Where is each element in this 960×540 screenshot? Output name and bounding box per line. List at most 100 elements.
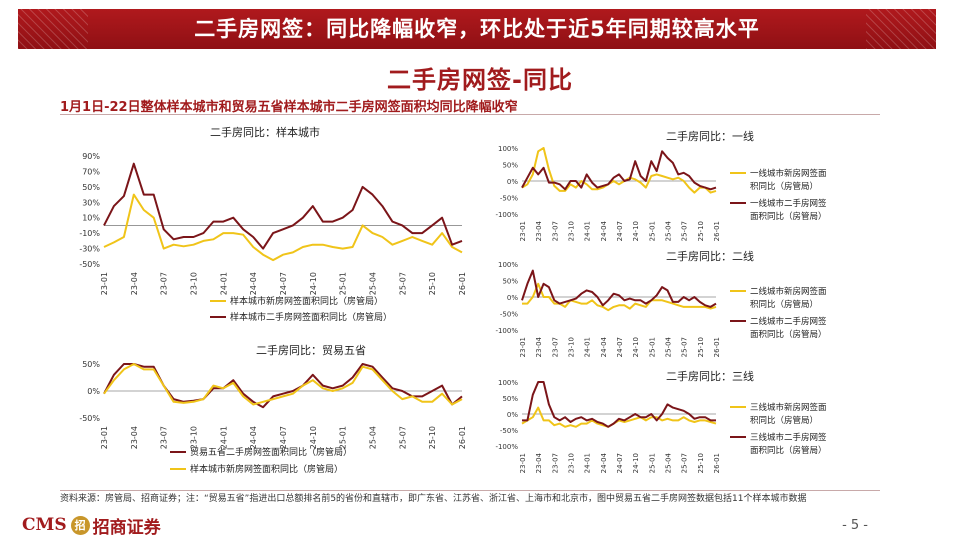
y-tick-label: 30% bbox=[82, 198, 100, 207]
legend-label-line: 面积同比（房管局） bbox=[750, 329, 827, 340]
x-tick-label: 23-01 bbox=[519, 337, 527, 357]
x-tick-label: 23-10 bbox=[568, 221, 576, 241]
logo-badge-icon: 招 bbox=[70, 515, 90, 535]
x-tick-label: 24-07 bbox=[279, 272, 288, 295]
x-tick-label: 25-04 bbox=[665, 336, 673, 357]
x-tick-label: 23-07 bbox=[551, 453, 559, 473]
x-tick-label: 23-01 bbox=[519, 221, 527, 241]
footer-divider bbox=[60, 490, 880, 491]
title-banner: 二手房网签：同比降幅收窄，环比处于近5年同期较高水平 bbox=[18, 9, 936, 49]
x-tick-label: 24-07 bbox=[616, 337, 624, 357]
series-line-second bbox=[522, 381, 716, 428]
series-line-first bbox=[521, 147, 717, 194]
logo-latin: CMS bbox=[22, 515, 67, 535]
y-tick-label: 50% bbox=[82, 183, 100, 192]
chart-tier1: 二手房同比：一线 -100% -50% 0% 50% 100% 23-01 23-04 23-0… bbox=[495, 129, 827, 241]
y-tick-label: 50% bbox=[502, 278, 518, 286]
series-line-second bbox=[103, 162, 463, 250]
legend-label-line: 积同比（房管局） bbox=[750, 415, 818, 426]
series-line-first bbox=[522, 282, 717, 312]
chart-title: 二手房同比：贸易五省 bbox=[256, 343, 366, 357]
x-tick-label: 24-10 bbox=[309, 272, 318, 295]
y-tick-label: -50% bbox=[500, 311, 518, 319]
series-line-first bbox=[521, 406, 717, 428]
x-tick-label: 23-10 bbox=[190, 272, 199, 295]
x-tick-label: 23-04 bbox=[535, 452, 543, 473]
legend-label-line: 积同比（房管局） bbox=[750, 181, 818, 192]
x-tick-label: 25-01 bbox=[648, 337, 656, 357]
y-tick-label: 0% bbox=[87, 387, 100, 396]
legend-label: 一线城市新房网签面积同比（房管局） bbox=[750, 168, 827, 192]
x-tick-label: 25-04 bbox=[369, 426, 378, 449]
x-tick-label: 25-10 bbox=[697, 221, 705, 241]
x-tick-label: 25-07 bbox=[398, 426, 407, 449]
x-tick-label: 25-01 bbox=[339, 426, 348, 449]
chart-title: 二手房同比：一线 bbox=[666, 129, 754, 143]
x-tick-label: 24-10 bbox=[632, 221, 640, 241]
y-tick-label: -100% bbox=[495, 327, 518, 335]
x-tick-label: 25-10 bbox=[697, 453, 705, 473]
x-tick-label: 25-10 bbox=[428, 426, 437, 449]
series-line-first bbox=[103, 193, 463, 262]
x-tick-label: 25-01 bbox=[648, 221, 656, 241]
x-tick-label: 23-10 bbox=[190, 426, 199, 449]
y-tick-label: 50% bbox=[502, 395, 518, 403]
x-tick-label: 23-04 bbox=[130, 272, 139, 295]
x-tick-label: 23-04 bbox=[130, 426, 139, 449]
x-tick-label: 24-01 bbox=[219, 272, 228, 295]
banner-title: 二手房网签：同比降幅收窄，环比处于近5年同期较高水平 bbox=[194, 17, 760, 41]
x-tick-label: 24-10 bbox=[632, 337, 640, 357]
legend-label: 三线城市二手房网签面积同比（房管局） bbox=[750, 432, 827, 456]
logo-name: 招商证券 bbox=[92, 517, 161, 538]
x-tick-label: 24-07 bbox=[616, 453, 624, 473]
x-tick-label: 24-10 bbox=[632, 453, 640, 473]
x-tick-label: 23-04 bbox=[535, 336, 543, 357]
y-tick-label: -50% bbox=[500, 195, 518, 203]
legend-label: 三线城市新房网签面积同比（房管局） bbox=[750, 402, 827, 426]
legend-label-line: 积同比（房管局） bbox=[750, 299, 818, 310]
legend-label-line: 二线城市二手房网签 bbox=[750, 316, 827, 327]
x-tick-label: 25-07 bbox=[398, 272, 407, 295]
series-line-second bbox=[521, 150, 717, 191]
x-tick-label: 24-04 bbox=[600, 336, 608, 357]
x-tick-label: 25-10 bbox=[697, 337, 705, 357]
x-tick-label: 23-10 bbox=[568, 337, 576, 357]
series-line-second bbox=[103, 363, 463, 406]
y-tick-label: 70% bbox=[82, 167, 100, 176]
banner-pattern-left bbox=[18, 9, 88, 49]
series-line-second bbox=[521, 269, 717, 308]
x-tick-label: 23-10 bbox=[568, 453, 576, 473]
x-tick-label: 23-07 bbox=[160, 272, 169, 295]
page-number: - 5 - bbox=[842, 518, 868, 533]
y-tick-label: -30% bbox=[79, 245, 100, 254]
section-title: 二手房网签-同比 bbox=[387, 66, 573, 94]
chart-title: 二手房同比：三线 bbox=[666, 369, 754, 383]
chart-trade-five-provinces: 二手房同比：贸易五省 -50% 0% 50% 23-01 23-04 23-07 23-10 2… bbox=[79, 343, 467, 475]
x-tick-label: 26-01 bbox=[713, 453, 721, 473]
y-tick-label: 90% bbox=[82, 152, 100, 161]
x-tick-label: 24-04 bbox=[249, 426, 258, 449]
x-tick-label: 24-01 bbox=[584, 453, 592, 473]
x-tick-label: 24-01 bbox=[219, 426, 228, 449]
x-tick-label: 23-07 bbox=[160, 426, 169, 449]
legend-label: 贸易五省二手房网签面积同比（房管局） bbox=[190, 446, 352, 458]
x-tick-label: 23-01 bbox=[519, 453, 527, 473]
y-tick-label: -50% bbox=[500, 427, 518, 435]
legend-label-line: 二线城市新房网签面 bbox=[750, 286, 827, 297]
x-tick-label: 26-01 bbox=[458, 426, 467, 449]
chart-tier3: 二手房同比：三线 -100% -50% 0% 50% 100% 23-01 23-04 23-0… bbox=[495, 369, 827, 473]
y-tick-label: 0% bbox=[507, 411, 518, 419]
x-tick-label: 24-04 bbox=[249, 272, 258, 295]
x-tick-label: 23-01 bbox=[100, 272, 109, 295]
x-tick-label: 25-04 bbox=[665, 452, 673, 473]
x-tick-label: 25-10 bbox=[428, 272, 437, 295]
divider bbox=[60, 114, 880, 115]
y-tick-label: 100% bbox=[498, 379, 518, 387]
y-tick-label: -100% bbox=[495, 211, 518, 219]
legend-label-line: 三线城市二手房网签 bbox=[750, 432, 827, 443]
y-tick-label: -100% bbox=[495, 443, 518, 451]
y-tick-label: 100% bbox=[498, 145, 518, 153]
y-tick-label: -10% bbox=[79, 229, 100, 238]
legend-label-line: 面积同比（房管局） bbox=[750, 445, 827, 456]
x-tick-label: 25-07 bbox=[681, 453, 689, 473]
